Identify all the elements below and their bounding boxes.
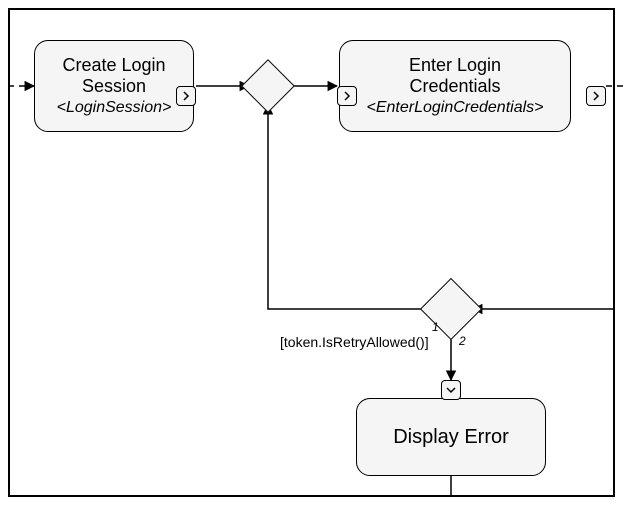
pin-display-error-in xyxy=(441,380,461,400)
branch-number-2: 2 xyxy=(459,334,466,348)
node-title: Enter Login Credentials xyxy=(409,55,501,96)
node-title: Create Login Session xyxy=(62,55,165,96)
chevron-right-icon xyxy=(342,91,352,101)
diagram-canvas: Create Login Session <LoginSession> Ente… xyxy=(0,0,623,505)
chevron-down-icon xyxy=(446,385,456,395)
node-enter-login-credentials: Enter Login Credentials <EnterLoginCrede… xyxy=(339,40,571,132)
node-subtitle: <LoginSession> xyxy=(57,99,172,117)
pin-enter-creds-out xyxy=(586,86,606,106)
chevron-right-icon xyxy=(181,91,191,101)
node-display-error: Display Error xyxy=(356,398,546,476)
node-subtitle: <EnterLoginCredentials> xyxy=(366,99,543,117)
node-title: Display Error xyxy=(393,426,509,449)
node-create-login-session: Create Login Session <LoginSession> xyxy=(34,40,194,132)
guard-label: [token.IsRetryAllowed()] xyxy=(280,334,429,350)
branch-number-1: 1 xyxy=(432,320,439,334)
pin-enter-creds-in xyxy=(337,86,357,106)
chevron-right-icon xyxy=(591,91,601,101)
pin-create-login-out xyxy=(176,86,196,106)
